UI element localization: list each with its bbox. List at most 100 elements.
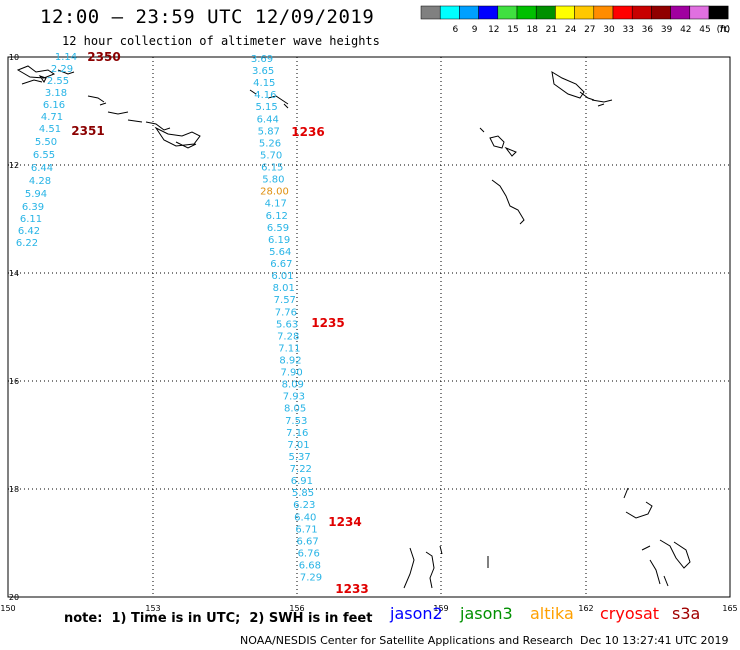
legend-label: 30 [603, 25, 615, 35]
swh-observation: 4.28 [29, 176, 51, 187]
legend-label: 27 [584, 25, 595, 35]
legend-label: 33 [622, 25, 633, 35]
legend-label: 39 [661, 25, 673, 35]
legend-label: 70 [718, 25, 730, 35]
swh-observation: 6.12 [266, 211, 288, 222]
swh-observation: 6.40 [294, 512, 316, 523]
swh-observation: 7.29 [300, 573, 322, 584]
legend-swatch [459, 5, 479, 20]
swh-observation: 4.71 [41, 112, 63, 123]
swh-observation: 8.05 [284, 404, 306, 415]
swh-observation: 5.87 [258, 126, 280, 137]
pass-time-label: 2350 [87, 50, 120, 64]
legend-label: 18 [526, 25, 538, 35]
swh-observation: 4.17 [265, 199, 287, 210]
legend-label: 21 [546, 25, 557, 35]
satellite-label-altika: altika [530, 604, 574, 623]
swh-observation: 6.23 [293, 500, 315, 511]
swh-observation: 8.92 [279, 356, 301, 367]
chart-subtitle: 12 hour collection of altimeter wave hei… [62, 34, 380, 48]
lon-tick-label: 162 [578, 604, 593, 613]
swh-observation: 6.44 [257, 114, 279, 125]
swh-observation: 5.85 [292, 488, 314, 499]
lat-tick-label: 12 [9, 161, 19, 170]
satellite-label-jason3: jason3 [460, 604, 513, 623]
swh-observation: 7.16 [286, 428, 308, 439]
lon-tick-label: 153 [145, 604, 160, 613]
lat-tick-label: 16 [9, 377, 19, 386]
legend-label: 12 [488, 25, 499, 35]
color-legend: 6 9 12 15 18 21 24 27 30 33 36 39 42 45 70(ft) [420, 5, 730, 35]
swh-observation: 5.94 [25, 189, 47, 200]
legend-swatch [420, 5, 441, 20]
island-coastline [16, 65, 107, 106]
island-coastline [551, 71, 613, 107]
swh-observation: 5.80 [262, 175, 284, 186]
swh-observation: 5.64 [269, 247, 291, 258]
map-frame [7, 56, 731, 598]
swh-observation: 6.01 [271, 271, 293, 282]
swh-observation: 6.67 [270, 259, 292, 270]
pass-time-label: 1233 [335, 582, 368, 596]
chart-title: 12:00 — 23:59 UTC 12/09/2019 [40, 6, 375, 28]
swh-observation: 7.22 [290, 464, 312, 475]
timestamp: Dec 10 13:27:41 UTC 2019 [580, 634, 729, 647]
lon-tick-label: 156 [289, 604, 304, 613]
coastlines [16, 65, 691, 589]
legend-swatch [574, 5, 595, 20]
swh-observation: 5.37 [288, 452, 310, 463]
swh-observation: 7.76 [275, 307, 297, 318]
swh-observation: 6.16 [43, 100, 65, 111]
satellite-label-s3a: s3a [672, 604, 701, 623]
swh-observation: 6.59 [267, 223, 289, 234]
legend-swatch [497, 5, 518, 20]
island-coastline [479, 127, 525, 225]
pass-time-label: 1234 [328, 515, 361, 529]
altimeter-observations: 1.142.292.553.186.164.714.51 5.50 6.55 6.44… [16, 52, 322, 584]
legend-swatch [555, 5, 575, 20]
legend-label: 6 [453, 25, 459, 35]
swh-observation: 4.16 [254, 90, 276, 101]
lat-tick-label: 10 [9, 53, 19, 62]
legend-label: 24 [565, 25, 577, 35]
swh-observation: 6.91 [291, 476, 313, 487]
swh-observation: 3.69 [251, 54, 273, 65]
legend-swatch [670, 5, 691, 20]
swh-observation: 5.63 [276, 319, 298, 330]
lat-tick-label: 14 [9, 269, 19, 278]
swh-observation: 6.15 [261, 163, 283, 174]
axis-ticks: 150 153 156 159 162 165 10 12 14 16 18 20 [0, 53, 737, 613]
lat-tick-label: 18 [9, 485, 19, 494]
swh-observation: 7.90 [280, 368, 302, 379]
legend-swatch [478, 5, 499, 20]
swh-observation: 7.01 [287, 440, 309, 451]
legend-swatch [535, 5, 556, 20]
island-coastline [403, 545, 489, 589]
island-coastline [249, 89, 289, 109]
legend-swatch [689, 5, 710, 20]
footer-note: note: 1) Time is in UTC; 2) SWH is in fe… [64, 611, 373, 626]
pass-time-label: 2351 [71, 124, 104, 138]
swh-observation: 2.55 [47, 76, 69, 87]
graticule [8, 57, 730, 597]
legend-label: 45 [699, 25, 710, 35]
swh-observation: 7.11 [278, 343, 300, 354]
swh-observation: 6.68 [299, 561, 321, 572]
legend-swatch [651, 5, 671, 20]
legend-swatch [516, 5, 537, 20]
credit-line: NOAA/NESDIS Center for Satellite Applica… [240, 634, 574, 647]
legend-swatch [631, 5, 652, 20]
swh-observation: 3.65 [252, 66, 274, 77]
lon-tick-label: 165 [722, 604, 737, 613]
swh-observation: 1.14 [55, 52, 77, 63]
swh-observation: 7.28 [277, 331, 299, 342]
swh-observation: 6.55 [33, 150, 55, 161]
satellite-label-jason2: jason2 [390, 604, 443, 623]
pass-time-labels: 2350 2351 1236 1235 1234 1233 [71, 50, 368, 596]
swh-observation: 5.70 [260, 151, 282, 162]
legend-swatch [708, 5, 729, 20]
swh-observation: 6.71 [295, 524, 317, 535]
lon-tick-label: 150 [0, 604, 15, 613]
island-coastline [623, 487, 691, 587]
